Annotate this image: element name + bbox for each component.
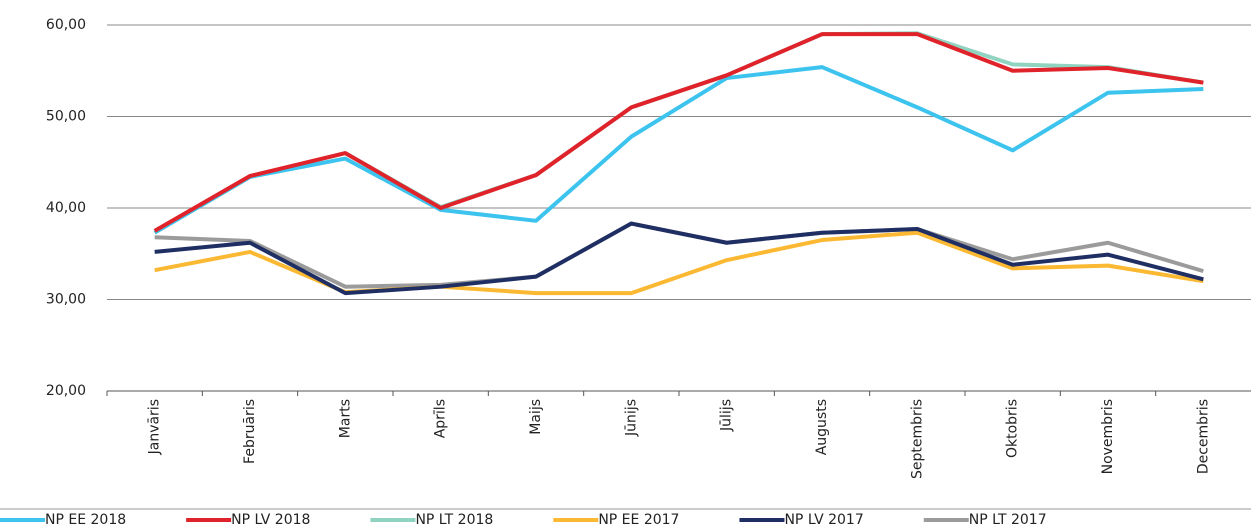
legend-label: NP LV 2018 [231, 512, 310, 528]
x-tick-label: Novembris [1100, 399, 1116, 474]
y-tick-label: 40,00 [46, 200, 86, 216]
x-tick-label: Maijs [528, 399, 544, 435]
x-tick-label: Februāris [242, 399, 258, 464]
y-tick-label: 30,00 [46, 292, 86, 308]
legend-label: NP LT 2017 [969, 512, 1047, 528]
y-tick-label: 20,00 [46, 383, 86, 399]
series-line [153, 31, 1204, 235]
x-tick-label: Jūnijs [623, 399, 639, 437]
series-line [154, 221, 1204, 296]
legend-label: NP LT 2018 [415, 512, 493, 528]
x-tick-label: Aprīls [433, 399, 449, 438]
x-tick-label: Marts [337, 399, 353, 438]
x-tick-label: Septembris [909, 399, 925, 479]
x-tick-label: Decembris [1195, 399, 1211, 474]
series-line [153, 32, 1204, 233]
x-tick-label: Oktobris [1005, 399, 1021, 458]
legend-label: NP EE 2017 [598, 512, 679, 528]
x-tick-label: Augusts [814, 399, 830, 455]
x-tick-label: Janvāris [147, 399, 163, 455]
legend-label: NP EE 2018 [45, 512, 126, 528]
x-tick-label: Jūlijs [719, 399, 735, 432]
series-line [153, 65, 1204, 235]
y-tick-label: 50,00 [46, 109, 86, 125]
y-tick-label: 60,00 [46, 17, 86, 33]
legend-label: NP LV 2017 [784, 512, 863, 528]
